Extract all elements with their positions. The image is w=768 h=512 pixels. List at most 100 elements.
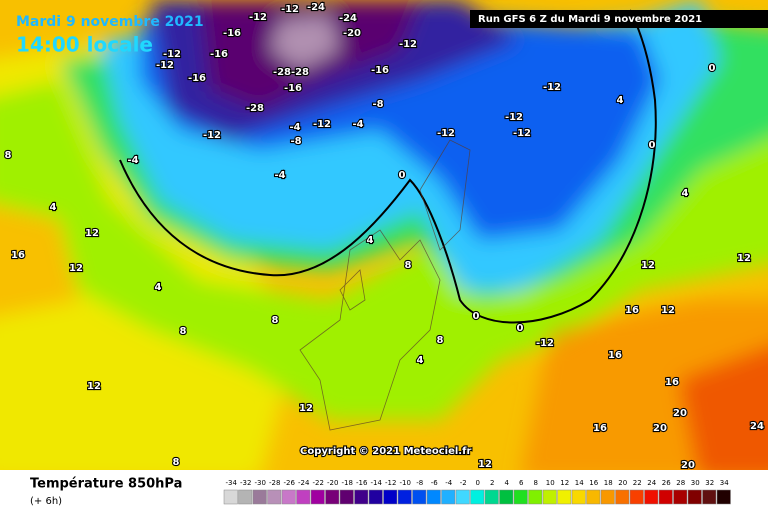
contour-label: 12 [661, 305, 675, 316]
legend-swatch [281, 489, 296, 505]
legend-swatch [513, 489, 528, 505]
contour-label: 0 [709, 63, 716, 74]
run-info: Run GFS 6 Z du Mardi 9 novembre 2021 [478, 14, 702, 25]
legend-swatch [470, 489, 485, 505]
legend-label: 26 [662, 479, 671, 487]
contour-label: 12 [85, 228, 99, 239]
contour-label: 16 [593, 423, 607, 434]
contour-label: -4 [274, 170, 285, 181]
contour-labels: -12-16-12 -24-24-20-16-12-12-16-28 -28-16-… [3, 1, 765, 472]
contour-label: 0 [473, 311, 480, 322]
contour-label: -28 [273, 67, 291, 78]
contour-label: -24 [307, 2, 325, 13]
legend-label: -22 [313, 479, 324, 487]
contour-label: -20 [343, 28, 361, 39]
legend-label: 14 [575, 479, 584, 487]
contour-label: 16 [665, 377, 679, 388]
legend-label: 8 [534, 479, 538, 487]
legend-label: -6 [431, 479, 439, 487]
legend-swatch [528, 489, 543, 505]
contour-label: -12 [399, 39, 417, 50]
legend-label: 0 [476, 479, 480, 487]
legend-swatch [368, 489, 383, 505]
contour-label: 8 [437, 335, 444, 346]
legend-swatch [354, 489, 369, 505]
legend-swatch [702, 489, 717, 505]
contour-label: -16 [188, 73, 206, 84]
copyright: Copyright © 2021 Meteociel.fr [300, 446, 471, 457]
legend-swatch [600, 489, 615, 505]
contour-label: -12 [543, 82, 561, 93]
legend-swatch [252, 489, 267, 505]
legend-swatch [223, 489, 238, 505]
contour-label: 20 [681, 460, 695, 471]
contour-label: 16 [608, 350, 622, 361]
legend-label: -30 [255, 479, 266, 487]
legend-label: 32 [705, 479, 714, 487]
contour-label: -28 [246, 103, 264, 114]
legend-label: 24 [647, 479, 656, 487]
contour-label: 0 [649, 140, 656, 151]
contour-label: 4 [682, 188, 689, 199]
contour-label: 12 [641, 260, 655, 271]
contour-label: -16 [210, 49, 228, 60]
contour-label: -24 [339, 13, 357, 24]
contour-label: -16 [223, 28, 241, 39]
legend-label: 20 [618, 479, 627, 487]
contour-label: -12 [437, 128, 455, 139]
legend-swatch [267, 489, 282, 505]
legend-swatch [687, 489, 702, 505]
contour-label: 8 [5, 150, 12, 161]
contour-label: -16 [284, 83, 302, 94]
legend-label: -10 [400, 479, 411, 487]
map-time: 14:00 locale [16, 33, 153, 57]
legend-swatch [644, 489, 659, 505]
contour-label: 12 [478, 459, 492, 470]
contour-label: -12 [249, 12, 267, 23]
legend-swatch [238, 489, 253, 505]
legend-swatch [658, 489, 673, 505]
legend-label: -28 [269, 479, 280, 487]
legend-swatch [325, 489, 340, 505]
legend-swatch [426, 489, 441, 505]
legend-label: -14 [371, 479, 383, 487]
legend-swatch [571, 489, 586, 505]
legend-swatch [441, 489, 456, 505]
contour-label: -4 [352, 119, 363, 130]
contour-label: 4 [50, 202, 57, 213]
contour-label: -12 [203, 130, 221, 141]
contour-label: 8 [272, 315, 279, 326]
contour-label: 16 [625, 305, 639, 316]
legend-label: -16 [356, 479, 368, 487]
contour-label: -4 [127, 155, 138, 166]
contour-label: -4 [289, 122, 300, 133]
legend-label: 6 [519, 479, 524, 487]
contour-label: -12 [163, 49, 181, 60]
legend-swatch [673, 489, 688, 505]
legend-swatch [499, 489, 514, 505]
legend-label: 2 [490, 479, 494, 487]
legend-label: -34 [226, 479, 238, 487]
legend-swatch [615, 489, 630, 505]
map-date: Mardi 9 novembre 2021 [16, 14, 204, 30]
legend-swatch [383, 489, 398, 505]
contour-label: 4 [367, 235, 374, 246]
contour-label: 8 [180, 326, 187, 337]
legend-label: 30 [691, 479, 700, 487]
legend-swatch [310, 489, 325, 505]
legend-label: 4 [505, 479, 510, 487]
contour-label: -12 [536, 338, 554, 349]
contour-label: 0 [399, 170, 406, 181]
legend-swatch [629, 489, 644, 505]
legend-label: -8 [416, 479, 423, 487]
contour-label: 16 [11, 250, 25, 261]
map [0, 0, 768, 470]
contour-label: 4 [617, 95, 624, 106]
coastlines [299, 139, 471, 431]
contour-label: 8 [173, 457, 180, 468]
legend-label: -2 [460, 479, 467, 487]
contour-label: -12 [156, 60, 174, 71]
zero-isotherm [119, 9, 657, 324]
contour-label: 24 [750, 421, 764, 432]
